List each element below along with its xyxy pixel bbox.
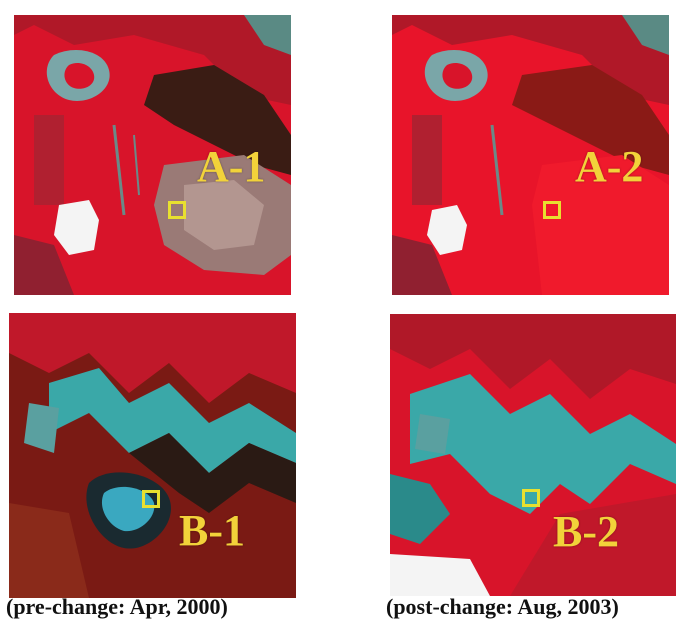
roi-box-b1 [142,490,160,508]
caption-post-change: (post-change: Aug, 2003) [386,594,619,619]
roi-box-a2 [543,201,561,219]
panel-label-b2: B-2 [553,507,619,556]
image-panel-b1: B-1 [9,313,296,598]
image-panel-a1: A-1 [14,15,291,295]
panel-label-a2: A-2 [575,142,644,191]
image-panel-b2: B-2 [390,314,676,596]
image-panel-a2: A-2 [392,15,669,295]
panel-label-a1: A-1 [197,142,266,191]
satellite-image-b1 [9,313,296,598]
satellite-image-a1 [14,15,291,295]
caption-pre-change: (pre-change: Apr, 2000) [6,594,228,619]
panel-label-b1: B-1 [179,506,245,555]
satellite-image-a2 [392,15,669,295]
roi-box-b2 [522,489,540,507]
satellite-image-b2 [390,314,676,596]
roi-box-a1 [168,201,186,219]
